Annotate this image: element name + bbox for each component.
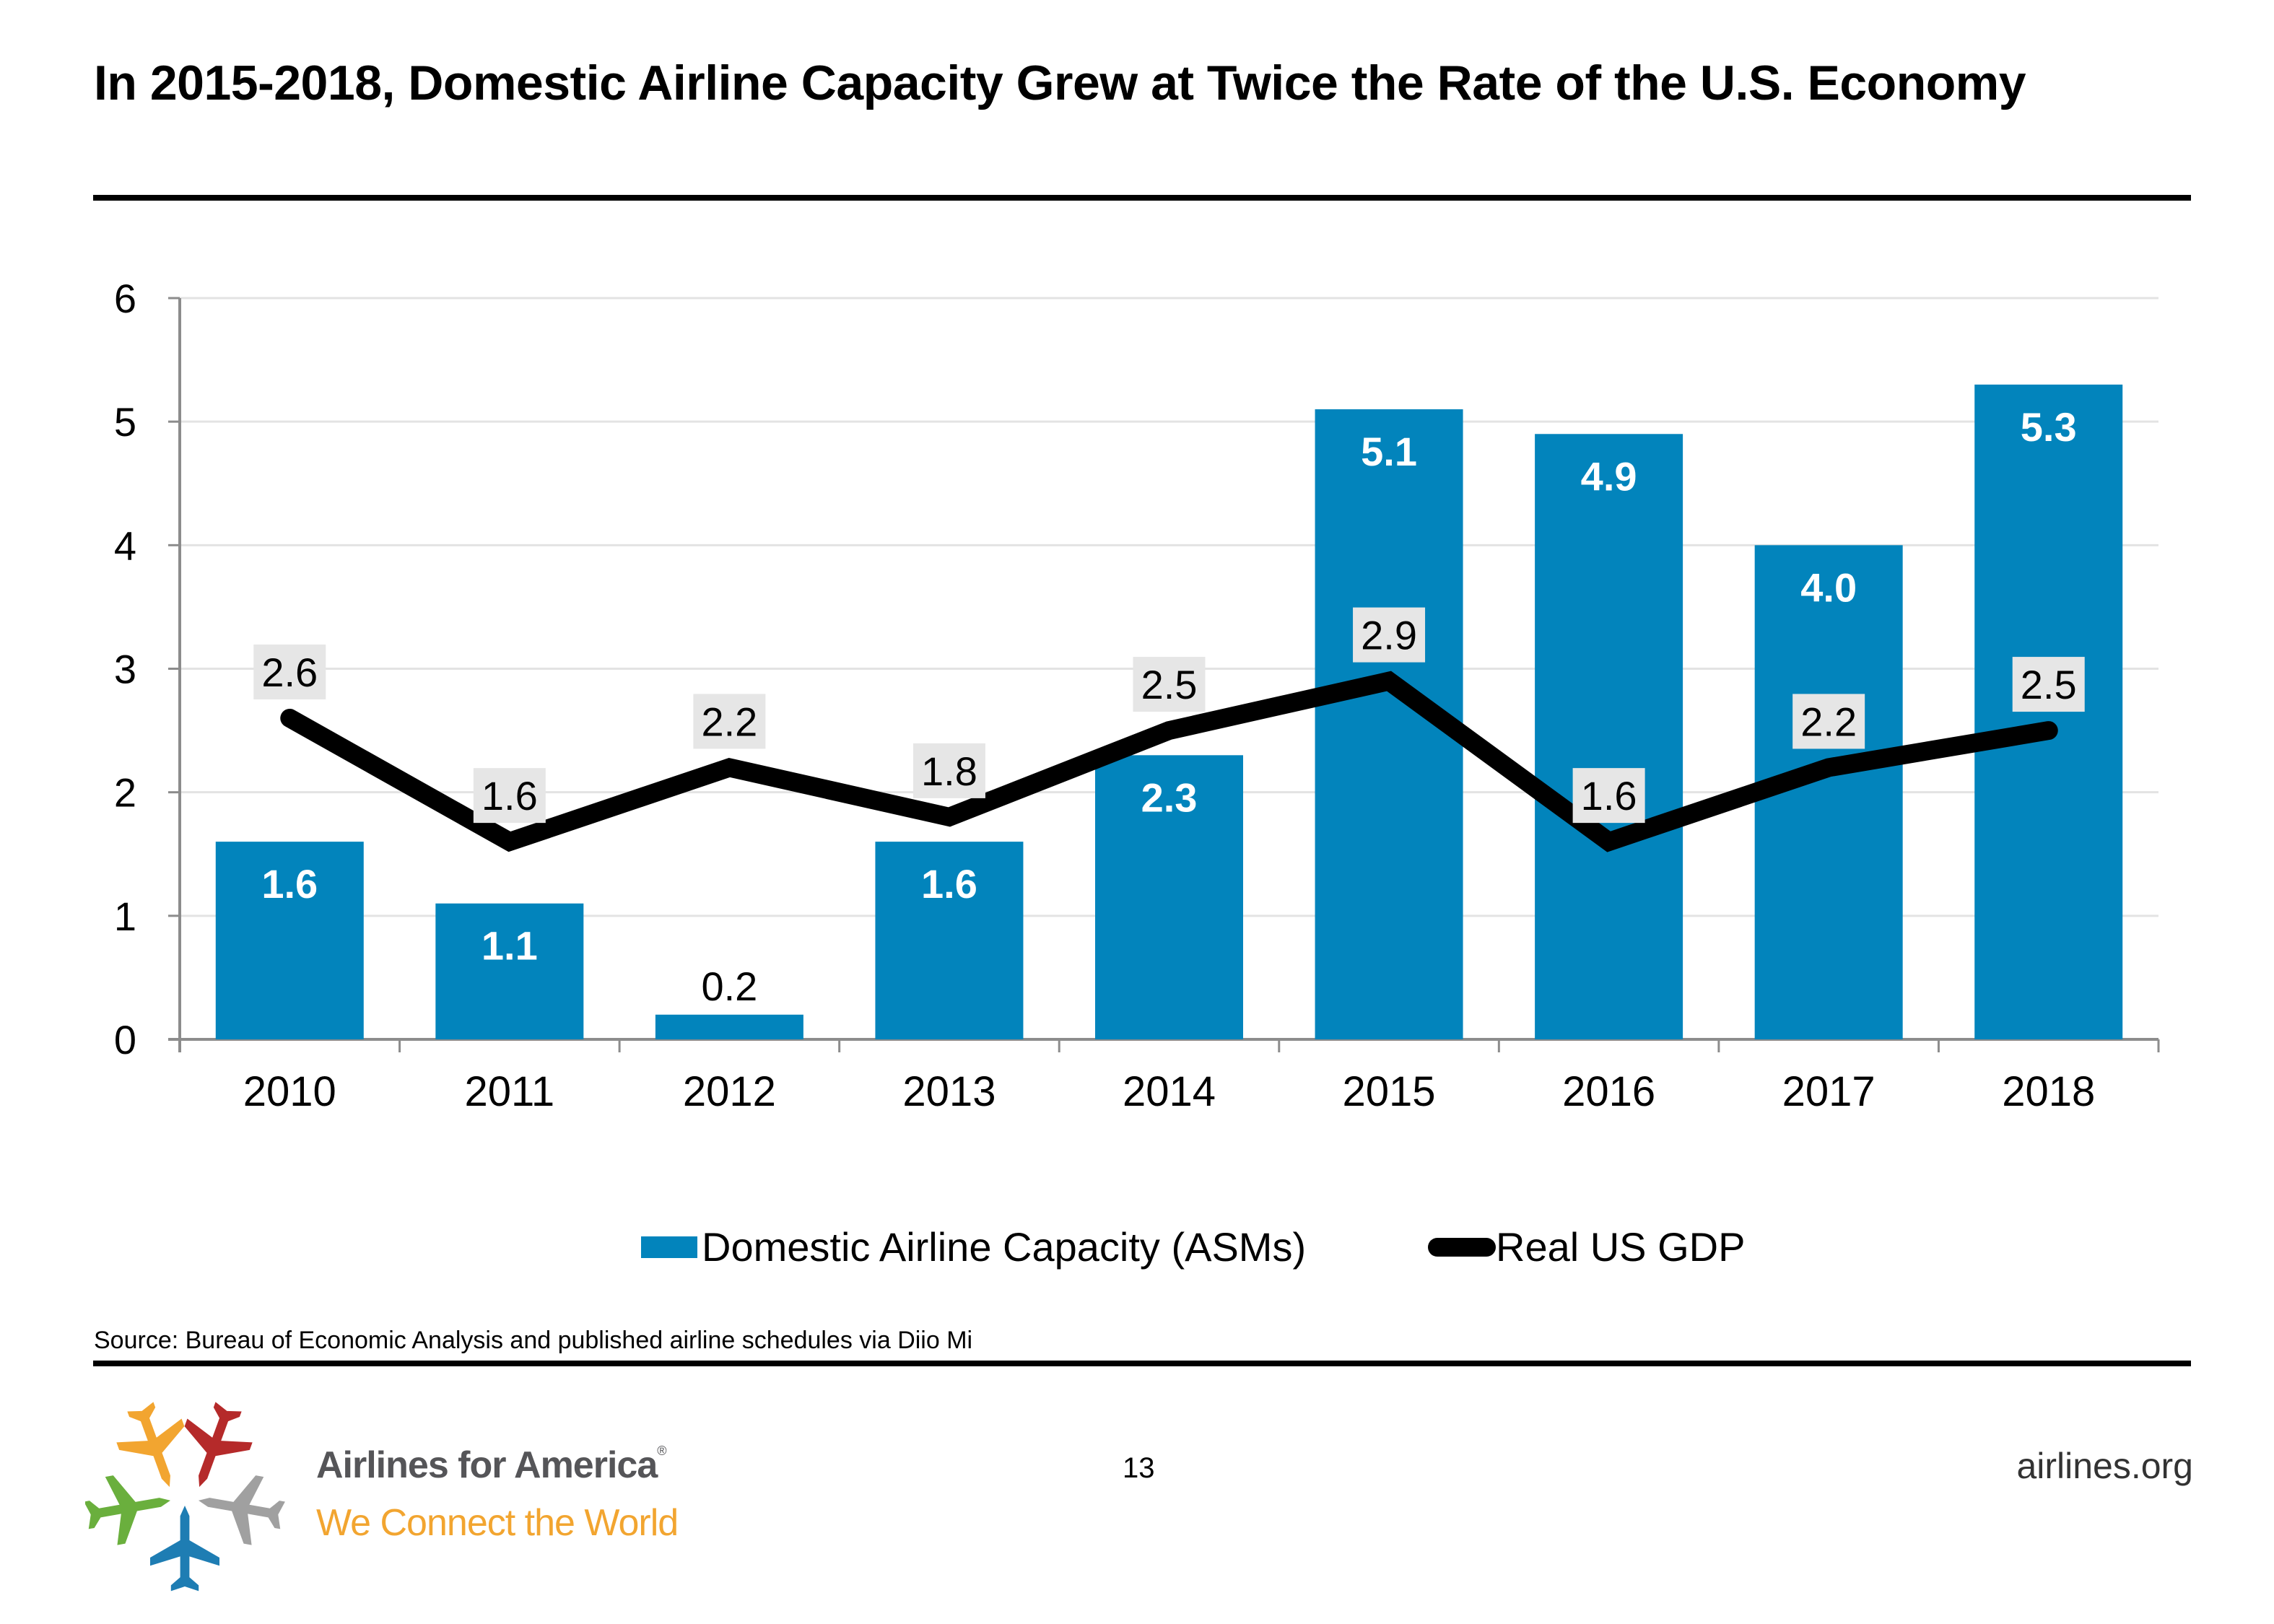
gdp-data-label: 1.8 xyxy=(921,748,977,794)
x-tick-label: 2017 xyxy=(1782,1068,1876,1115)
y-tick-label: 2 xyxy=(114,770,136,816)
logo-tagline: We Connect the World xyxy=(316,1502,679,1544)
bar-data-label: 1.6 xyxy=(261,861,318,907)
bar-data-label: 2.3 xyxy=(1141,774,1198,820)
gdp-point-2016 xyxy=(1608,841,1610,843)
chart-legend: Domestic Airline Capacity (ASMs) Real US… xyxy=(0,1223,2274,1281)
gdp-point-2013 xyxy=(948,816,950,818)
gdp-data-label: 1.6 xyxy=(1581,773,1637,818)
legend-item-capacity: Domestic Airline Capacity (ASMs) xyxy=(641,1223,1306,1270)
bar-data-label: 5.1 xyxy=(1361,429,1417,474)
gdp-point-2017 xyxy=(1828,767,1830,769)
bar-data-label: 0.2 xyxy=(701,964,757,1009)
airlines-for-america-logo-icon xyxy=(85,1402,285,1592)
title-divider xyxy=(93,195,2191,201)
gdp-data-label: 1.6 xyxy=(482,773,538,818)
x-tick-label: 2010 xyxy=(243,1068,336,1115)
logo-name: Airlines for America® xyxy=(316,1444,667,1487)
gdp-label-box xyxy=(1133,657,1206,712)
y-tick-label: 6 xyxy=(114,276,136,321)
x-tick-label: 2011 xyxy=(464,1068,554,1115)
gdp-point-2014 xyxy=(1168,730,1170,732)
gdp-point-2010 xyxy=(289,717,291,719)
bar-2010 xyxy=(215,842,364,1039)
bar-2014 xyxy=(1095,755,1243,1039)
gdp-point-2012 xyxy=(728,767,731,769)
gdp-point-2011 xyxy=(508,841,510,843)
bar-2016 xyxy=(1535,434,1683,1039)
site-url[interactable]: airlines.org xyxy=(2016,1446,2193,1486)
x-tick-label: 2014 xyxy=(1123,1068,1216,1115)
gdp-label-box xyxy=(473,768,546,824)
legend-line-swatch xyxy=(1428,1237,1496,1257)
slide-title: In 2015-2018, Domestic Airline Capacity … xyxy=(94,56,2026,110)
legend-item-gdp: Real US GDP xyxy=(1428,1223,1745,1270)
registered-mark: ® xyxy=(657,1444,666,1458)
bar-2012 xyxy=(655,1014,803,1039)
gdp-data-label: 2.6 xyxy=(261,650,318,695)
x-tick-label: 2016 xyxy=(1562,1068,1655,1115)
bar-2011 xyxy=(435,903,584,1039)
x-tick-label: 2013 xyxy=(902,1068,996,1115)
gdp-data-label: 2.5 xyxy=(1141,662,1198,707)
source-note: Source: Bureau of Economic Analysis and … xyxy=(94,1327,973,1354)
y-tick-label: 3 xyxy=(114,647,136,692)
y-tick-label: 5 xyxy=(114,399,136,445)
gdp-point-2018 xyxy=(2047,730,2049,732)
gdp-label-box xyxy=(693,694,766,749)
x-tick-label: 2018 xyxy=(2002,1068,2095,1115)
y-tick-label: 4 xyxy=(114,523,136,568)
plane-gray-icon xyxy=(198,1475,285,1545)
x-tick-label: 2012 xyxy=(683,1068,776,1115)
bar-data-label: 5.3 xyxy=(2021,404,2077,450)
y-tick-label: 1 xyxy=(114,894,136,939)
gdp-data-label: 2.9 xyxy=(1361,613,1417,658)
legend-label-capacity: Domestic Airline Capacity (ASMs) xyxy=(702,1224,1307,1270)
legend-label-gdp: Real US GDP xyxy=(1496,1224,1746,1270)
footer-divider xyxy=(93,1361,2191,1366)
bar-data-label: 4.0 xyxy=(1800,564,1857,610)
bar-data-label: 4.9 xyxy=(1581,453,1637,499)
legend-bar-swatch xyxy=(641,1236,697,1258)
gdp-label-box xyxy=(1572,768,1645,824)
gdp-point-2015 xyxy=(1388,680,1390,682)
bar-data-label: 1.6 xyxy=(921,861,977,907)
plane-blue-icon xyxy=(150,1506,219,1592)
x-tick-label: 2015 xyxy=(1343,1068,1436,1115)
plane-green-icon xyxy=(85,1475,171,1545)
gdp-label-box xyxy=(1792,694,1865,749)
bar-2018 xyxy=(1974,384,2123,1039)
page-number: 13 xyxy=(1123,1452,1155,1484)
gdp-label-box xyxy=(253,644,326,699)
bar-data-label: 1.1 xyxy=(482,923,538,969)
logo-name-text: Airlines for America xyxy=(316,1444,658,1486)
y-tick-label: 0 xyxy=(114,1017,136,1062)
bar-2013 xyxy=(875,842,1024,1039)
plane-orange-icon xyxy=(116,1402,185,1488)
gdp-label-box xyxy=(912,743,985,798)
gdp-data-label: 2.2 xyxy=(1800,699,1857,744)
gdp-label-box xyxy=(2012,657,2085,712)
plane-red-icon xyxy=(184,1402,253,1488)
gdp-data-label: 2.2 xyxy=(701,699,757,744)
gdp-label-box xyxy=(1353,607,1426,663)
gdp-data-label: 2.5 xyxy=(2021,662,2077,707)
combo-chart: 0 1 2 3 4 5 6 2010 2011 2012 2013 2014 2015 2016 2017 2… xyxy=(114,276,2160,1115)
